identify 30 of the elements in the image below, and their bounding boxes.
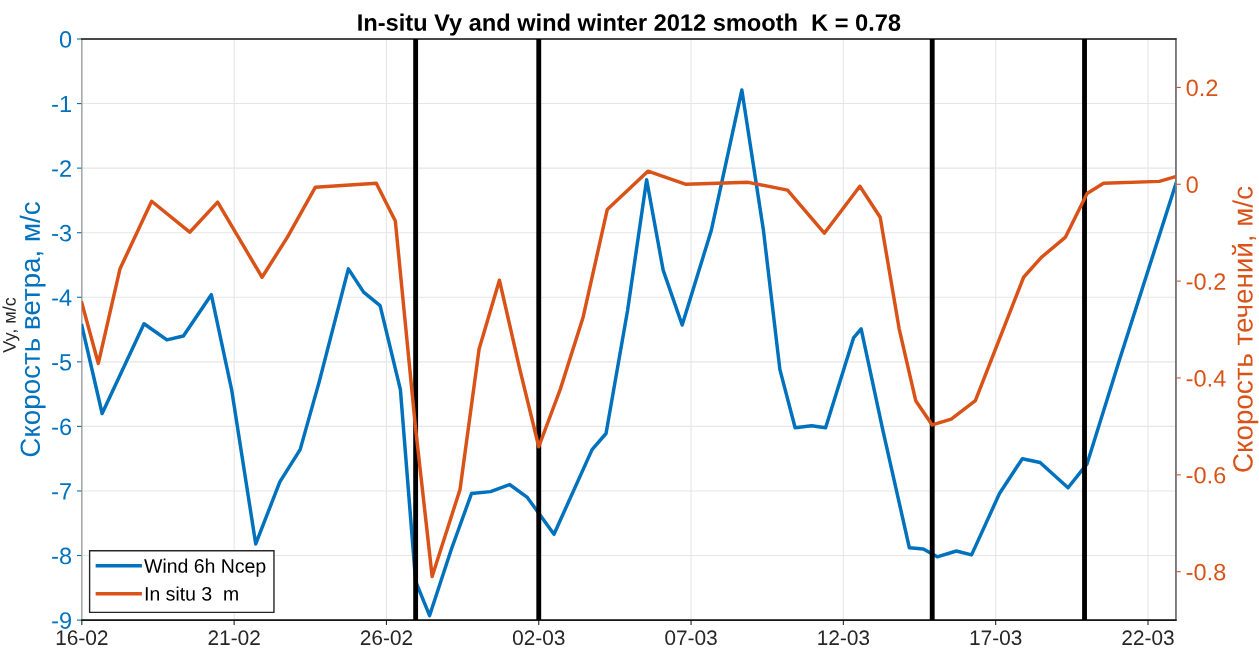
y2-tick-label: -0.8 [1186, 563, 1226, 581]
y2-axis-title: Скорость течений, м/с [1231, 186, 1259, 472]
y-tick-label: -1 [52, 95, 71, 113]
x-tick-label: 07-03 [665, 630, 717, 646]
chart-title: In-situ Vy and wind winter 2012 smooth K = 0.78 [358, 13, 901, 36]
y2-tick-label: -0.4 [1186, 370, 1226, 387]
y-tick-label: -7 [52, 483, 71, 500]
y-tick-label: -2 [52, 160, 71, 177]
y2-tick-label: 0 [1186, 176, 1198, 194]
y-tick-label: -4 [52, 289, 72, 306]
y-tick-label: -3 [52, 224, 72, 242]
legend-label: In situ 3 m [145, 586, 238, 601]
x-tick-label: 26-02 [360, 630, 413, 646]
y2-tick-label: -0.6 [1186, 466, 1226, 484]
y2-tick-label: 0.2 [1186, 79, 1218, 97]
text: Vy, м/с [2, 297, 20, 353]
x-tick-label: 21-02 [208, 630, 260, 646]
y-tick-label: -6 [52, 418, 72, 436]
y-axis-title: Скорость ветра, м/с [19, 202, 46, 457]
y2-tick-label: -0.2 [1186, 273, 1226, 290]
x-tick-label: 22-03 [1122, 630, 1174, 646]
legend-label: Wind 6h Ncep [144, 558, 266, 577]
y-tick-label: -5 [52, 354, 72, 371]
x-tick-label: 02-03 [512, 630, 565, 646]
x-tick-label: 16-02 [56, 630, 108, 646]
x-tick-label: 17-03 [970, 630, 1022, 646]
y-tick-label: -9 [52, 612, 71, 629]
x-tick-label: 12-03 [818, 630, 870, 646]
y-tick-label: 0 [59, 31, 72, 48]
y-tick-label: -8 [52, 547, 72, 565]
